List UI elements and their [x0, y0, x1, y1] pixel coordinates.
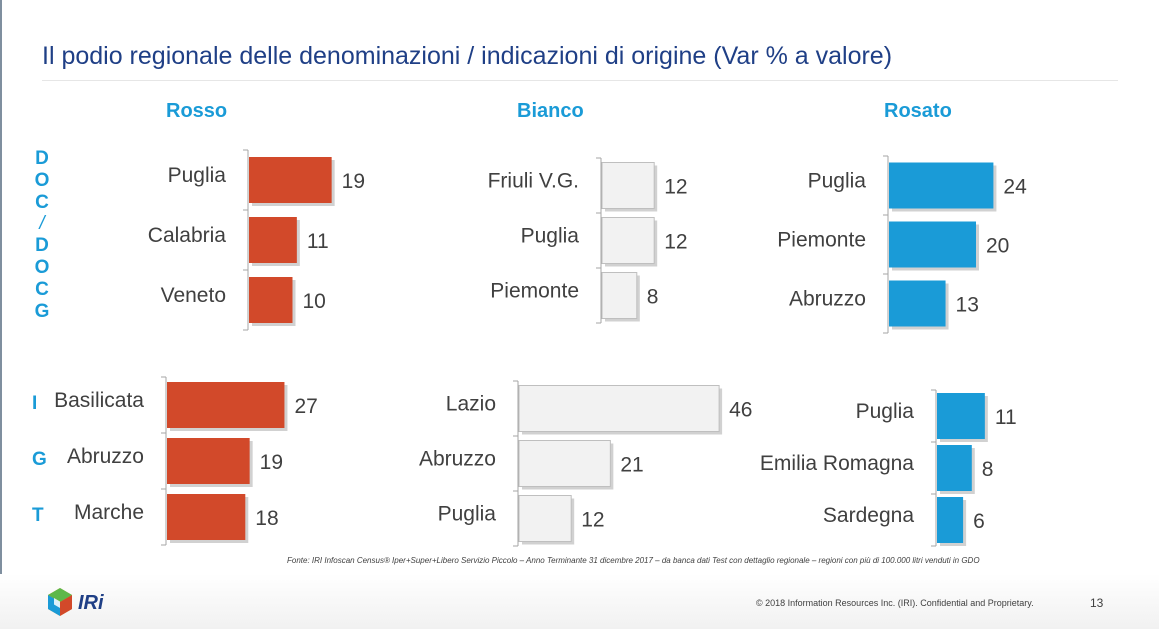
bar [518, 440, 611, 487]
data-label: 21 [620, 454, 643, 477]
column-header-rosso: Rosso [166, 100, 228, 122]
row-letter: O [34, 256, 50, 278]
category-label: Emilia Romagna [760, 452, 914, 475]
data-label: 10 [303, 290, 326, 313]
category-label: Marche [74, 501, 144, 524]
data-label: 11 [307, 230, 329, 253]
row-letter-igt-i: I [32, 393, 38, 414]
category-label: Friuli V.G. [488, 170, 579, 193]
row-letter: D [35, 235, 49, 257]
row-letter: D [35, 148, 49, 169]
category-label: Puglia [438, 503, 497, 526]
data-label: 8 [982, 458, 994, 481]
bar [167, 494, 246, 540]
column-header-rosato: Rosato [884, 100, 952, 122]
bar [889, 280, 946, 327]
bar [601, 217, 655, 264]
category-label: Puglia [808, 170, 867, 193]
bar [601, 162, 655, 209]
left-edge-rule [0, 0, 2, 629]
data-label: 24 [1003, 176, 1027, 199]
bar [518, 495, 572, 542]
bar [249, 157, 332, 203]
category-label: Puglia [168, 164, 227, 187]
bar [937, 445, 972, 491]
category-label: Sardegna [823, 504, 914, 527]
category-label: Puglia [521, 225, 580, 248]
data-label: 12 [664, 231, 687, 254]
bar [249, 217, 297, 263]
row-letter: / [39, 213, 45, 235]
row-label-doc-docg: D O C / D O C G [30, 148, 54, 322]
bar [937, 393, 985, 439]
title-divider [42, 80, 1118, 81]
category-label: Veneto [161, 284, 226, 307]
category-label: Calabria [148, 224, 227, 247]
bar [249, 277, 293, 323]
data-label: 46 [729, 399, 752, 422]
data-label: 20 [986, 235, 1009, 258]
category-label: Piemonte [777, 229, 866, 252]
data-label: 8 [647, 286, 659, 309]
footer-band [0, 574, 1159, 629]
row-letter: G [34, 300, 50, 322]
category-label: Basilicata [54, 389, 144, 412]
data-label: 27 [294, 395, 317, 418]
source-footnote: Fonte: IRI Infoscan Census® Iper+Super+L… [287, 556, 980, 565]
bar [518, 385, 720, 432]
row-letter-igt-t: T [32, 505, 44, 526]
data-label: 12 [664, 176, 687, 199]
logo-wordmark: IRi [78, 592, 104, 614]
category-label: Abruzzo [419, 448, 496, 471]
data-label: 18 [255, 507, 278, 530]
bar [601, 272, 638, 319]
bar [167, 438, 250, 484]
row-letter: O [34, 169, 50, 191]
category-label: Abruzzo [789, 288, 866, 311]
data-label: 6 [973, 510, 985, 533]
category-label: Puglia [856, 400, 915, 423]
row-letter-igt-g: G [32, 449, 47, 470]
category-label: Lazio [446, 393, 496, 416]
data-label: 13 [956, 294, 979, 317]
bar [889, 162, 994, 209]
bar [889, 221, 976, 268]
iri-logo-icon [48, 588, 72, 616]
row-letter: C [35, 191, 49, 213]
category-label: Abruzzo [67, 445, 144, 468]
bar [167, 382, 285, 428]
copyright-text: © 2018 Information Resources Inc. (IRI).… [756, 598, 1034, 608]
data-label: 19 [260, 451, 283, 474]
data-label: 19 [342, 170, 365, 193]
data-label: 11 [995, 406, 1017, 429]
data-label: 12 [581, 509, 604, 532]
category-label: Piemonte [490, 280, 579, 303]
row-letter: C [35, 278, 49, 300]
bar [937, 497, 964, 543]
page-number: 13 [1090, 596, 1104, 610]
column-header-bianco: Bianco [517, 100, 584, 122]
slide-title: Il podio regionale delle denominazioni /… [42, 42, 893, 70]
